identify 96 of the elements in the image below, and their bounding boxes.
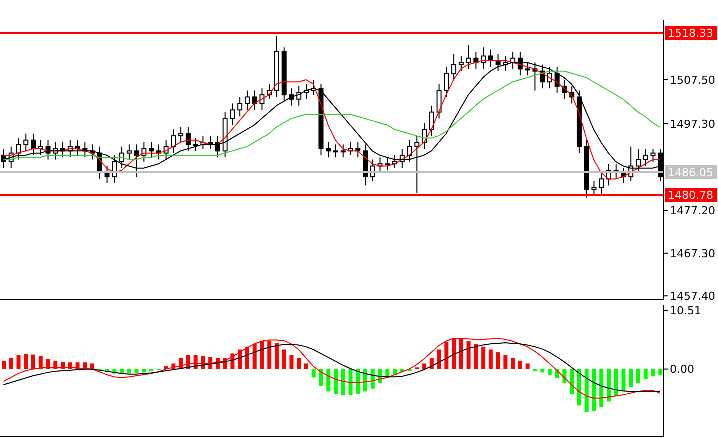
candlestick	[193, 138, 198, 152]
bar	[614, 369, 618, 396]
bar	[61, 362, 66, 370]
bar	[297, 358, 302, 370]
bar	[474, 344, 478, 370]
line-series	[3, 338, 661, 399]
bar	[326, 369, 331, 392]
bar	[348, 369, 353, 396]
ref-line-label: 1486.05	[668, 166, 714, 180]
bar	[24, 354, 28, 370]
line-series	[3, 342, 661, 392]
candlestick	[186, 126, 191, 152]
bar	[482, 346, 486, 370]
bar	[658, 369, 663, 375]
bar	[38, 356, 43, 370]
candlestick	[429, 105, 434, 137]
y-tick-label: 1457.40	[670, 290, 716, 304]
bar	[127, 369, 132, 374]
bar	[260, 341, 264, 370]
candlestick	[334, 144, 338, 158]
bar	[304, 364, 308, 370]
bar	[548, 369, 552, 375]
bar	[238, 350, 242, 370]
bar	[268, 340, 272, 370]
bar	[518, 360, 522, 370]
candlestick	[230, 103, 236, 126]
bar	[312, 369, 316, 378]
bar	[319, 369, 324, 386]
bar	[606, 369, 611, 402]
bar	[290, 355, 294, 370]
bar	[274, 343, 279, 370]
bar	[32, 354, 36, 370]
bar	[422, 364, 427, 370]
bar	[245, 346, 250, 370]
bar	[334, 369, 338, 394]
candlestick	[407, 140, 412, 162]
candlestick	[592, 180, 597, 195]
candlestick	[238, 96, 243, 118]
candlestick	[149, 142, 154, 158]
bar	[2, 360, 6, 370]
candlestick	[436, 84, 442, 120]
candlestick	[24, 133, 29, 152]
bar	[629, 369, 634, 388]
bar	[341, 369, 346, 396]
candlestick	[208, 136, 214, 150]
bar	[90, 364, 95, 370]
candlestick	[126, 144, 132, 160]
bar	[562, 369, 567, 384]
candlestick	[178, 126, 184, 144]
bar	[570, 369, 574, 394]
bar	[584, 369, 589, 412]
bar	[430, 358, 434, 370]
candlestick	[444, 66, 450, 98]
bar	[600, 369, 604, 408]
candlestick	[481, 47, 486, 70]
bar	[644, 369, 648, 380]
bar	[252, 344, 257, 370]
candlestick	[458, 56, 464, 72]
bar	[466, 341, 471, 370]
bar	[577, 369, 582, 406]
y-tick-label: 1507.50	[670, 74, 716, 87]
bar	[496, 352, 500, 370]
candlestick	[340, 144, 346, 158]
candlestick	[244, 90, 250, 111]
y-tick-label: 10.51	[670, 304, 702, 318]
candlestick	[31, 133, 36, 156]
candlestick	[466, 44, 472, 70]
ref-line-label: 1518.33	[668, 27, 714, 40]
bar	[622, 369, 626, 392]
y-tick-label: 1497.30	[670, 118, 716, 131]
bar	[68, 362, 72, 370]
candlestick	[599, 172, 604, 195]
candlestick	[252, 90, 258, 111]
bar	[636, 369, 640, 384]
bar	[16, 355, 21, 370]
bar	[9, 358, 14, 370]
bar	[356, 369, 360, 394]
bar	[282, 350, 286, 370]
bar	[488, 350, 493, 370]
candlestick	[16, 138, 22, 160]
y-tick-label: 0.00	[670, 363, 694, 376]
candlestick	[171, 129, 176, 154]
candlestick	[650, 148, 656, 162]
bar	[437, 350, 442, 370]
bar	[504, 355, 508, 370]
bar	[54, 360, 58, 370]
y-tick-label: 1477.20	[670, 204, 716, 218]
ref-line-label: 1480.78	[668, 189, 714, 202]
bar	[651, 369, 656, 377]
bar	[526, 364, 530, 370]
y-tick-label: 1467.30	[670, 247, 716, 260]
bar	[592, 369, 596, 412]
bar	[444, 342, 449, 370]
candlestick	[452, 54, 457, 80]
bar	[511, 358, 516, 370]
candlestick	[326, 142, 332, 158]
